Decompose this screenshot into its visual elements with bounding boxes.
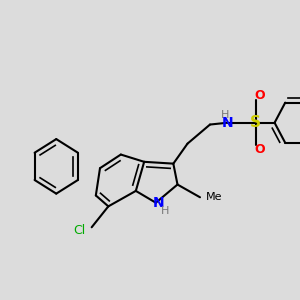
Text: Cl: Cl	[73, 224, 86, 236]
Text: H: H	[221, 110, 229, 119]
Text: H: H	[160, 206, 169, 216]
Text: O: O	[254, 89, 265, 102]
Text: N: N	[222, 116, 233, 130]
Text: O: O	[254, 143, 265, 156]
Text: N: N	[152, 196, 164, 210]
Text: Me: Me	[206, 192, 223, 202]
Text: S: S	[250, 115, 261, 130]
